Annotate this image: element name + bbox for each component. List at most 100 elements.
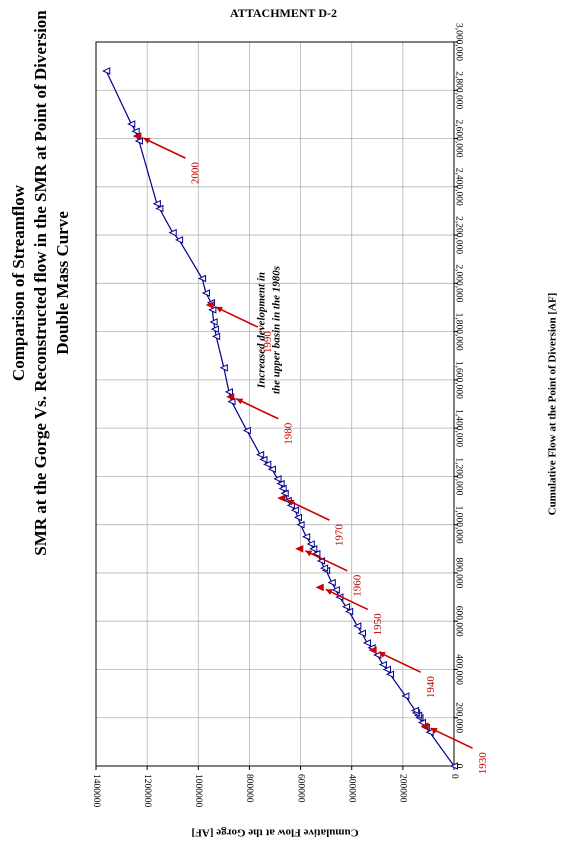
x-tick-label: 2,800,000 bbox=[453, 71, 463, 109]
decade-point bbox=[315, 583, 324, 592]
x-tick-label: 0 bbox=[453, 764, 463, 769]
data-point bbox=[211, 332, 221, 341]
decade-point bbox=[226, 392, 235, 401]
data-point bbox=[296, 520, 305, 529]
x-tick-label: 800,000 bbox=[453, 557, 463, 588]
y-tick-label: 800000 bbox=[244, 774, 254, 803]
decade-label: 1980 bbox=[282, 422, 294, 445]
decade-arrowhead bbox=[305, 550, 313, 557]
decade-arrowhead bbox=[143, 137, 151, 144]
data-point bbox=[155, 204, 164, 213]
decade-arrow bbox=[430, 727, 473, 749]
data-point bbox=[327, 578, 336, 587]
grid bbox=[95, 41, 455, 767]
x-tick-label: 400,000 bbox=[453, 654, 463, 685]
series-line bbox=[105, 70, 455, 767]
data-point bbox=[255, 450, 265, 459]
data-point bbox=[425, 728, 434, 736]
data-point bbox=[209, 318, 218, 326]
plot-frame bbox=[95, 41, 455, 767]
data-point bbox=[449, 762, 458, 770]
decade-label: 1940 bbox=[425, 676, 437, 699]
chart-title-line: Comparison of Streamflow bbox=[9, 184, 28, 381]
data-point bbox=[378, 660, 387, 669]
decade-point bbox=[368, 646, 377, 654]
data-point bbox=[131, 127, 140, 136]
decade-markers: 1930 1940 1950 1960 1970 1980 1990 2000 bbox=[133, 132, 489, 775]
decade-arrow bbox=[378, 651, 422, 673]
x-axis-title: Cumulative Flow at the Point of Diversio… bbox=[547, 293, 559, 516]
y-tick-label: 1000000 bbox=[193, 774, 203, 808]
x-axis-ticks: 0 200,000 400,000 600,000 800,000 1,000,000 1,… bbox=[453, 23, 463, 769]
data-point bbox=[127, 120, 136, 128]
decade-arrowhead bbox=[430, 727, 438, 734]
data-point bbox=[331, 586, 340, 594]
decade-label: 1960 bbox=[351, 574, 363, 597]
data-point bbox=[219, 364, 228, 372]
x-tick-label: 1,000,000 bbox=[453, 506, 463, 544]
data-point bbox=[242, 426, 251, 435]
chart-title-line: SMR at the Gorge Vs. Reconstructed flow … bbox=[31, 10, 50, 556]
y-axis-ticks: 0 200000 400000 600000 800000 1000000 1200000 1… bbox=[91, 766, 459, 808]
data-point bbox=[382, 665, 392, 674]
data-point bbox=[353, 622, 362, 630]
decade-label: 1930 bbox=[477, 752, 489, 775]
data-point bbox=[302, 532, 311, 541]
y-tick-label: 1400000 bbox=[91, 774, 101, 808]
chart-title-line: Double Mass Curve bbox=[53, 211, 72, 355]
y-tick-label: 1200000 bbox=[142, 774, 152, 808]
annotation-line: Increased development in bbox=[256, 272, 268, 389]
data-point bbox=[224, 388, 233, 396]
data-point bbox=[341, 602, 351, 611]
decade-arrowhead bbox=[378, 651, 386, 658]
decade-arrow bbox=[325, 588, 369, 611]
x-tick-label: 2,200,000 bbox=[453, 216, 463, 254]
decade-point bbox=[133, 132, 142, 140]
data-point bbox=[197, 274, 207, 283]
decade-arrow bbox=[235, 398, 279, 420]
data-point bbox=[273, 475, 282, 483]
x-tick-label: 1,600,000 bbox=[453, 361, 463, 399]
data-point bbox=[152, 199, 161, 208]
data-point bbox=[306, 540, 315, 548]
data-point bbox=[357, 629, 366, 638]
x-tick-label: 2,400,000 bbox=[453, 168, 463, 206]
x-tick-label: 600,000 bbox=[453, 606, 463, 637]
data-point bbox=[319, 564, 329, 572]
x-tick-label: 1,200,000 bbox=[453, 457, 463, 495]
y-tick-label: 400000 bbox=[347, 774, 357, 803]
decade-arrow bbox=[287, 499, 330, 521]
data-point bbox=[362, 639, 372, 647]
data-point bbox=[309, 545, 318, 553]
annotation-line: the upper basin in the 1980s bbox=[271, 266, 283, 394]
decade-arrow bbox=[143, 137, 186, 159]
decade-arrowhead bbox=[215, 306, 223, 313]
x-tick-label: 1,800,000 bbox=[453, 313, 463, 351]
data-point bbox=[201, 289, 210, 297]
x-tick-label: 1,400,000 bbox=[453, 409, 463, 447]
y-axis-title: Cumulative Flow at the Gorge [AF] bbox=[191, 826, 358, 838]
data-point bbox=[263, 460, 272, 469]
decade-arrow bbox=[215, 306, 259, 328]
decade-arrowhead bbox=[287, 499, 295, 506]
x-tick-label: 3,000,000 bbox=[453, 23, 463, 61]
data-point bbox=[293, 513, 303, 522]
development-annotation: Increased development in the upper basin … bbox=[256, 266, 283, 394]
decade-point bbox=[205, 301, 214, 309]
decade-label: 1990 bbox=[262, 331, 274, 354]
decade-label: 1950 bbox=[372, 613, 384, 636]
x-tick-label: 2,600,000 bbox=[453, 120, 463, 158]
decade-point bbox=[277, 494, 286, 502]
decade-label: 2000 bbox=[190, 162, 202, 185]
data-point bbox=[267, 465, 276, 473]
y-tick-label: 0 bbox=[449, 774, 459, 779]
x-tick-label: 2,000,000 bbox=[453, 264, 463, 302]
data-point bbox=[208, 306, 217, 314]
data-point bbox=[417, 718, 427, 727]
decade-label: 1970 bbox=[334, 524, 346, 547]
chart-title: Comparison of Streamflow SMR at the Gorge… bbox=[9, 10, 72, 556]
y-tick-label: 600000 bbox=[295, 774, 305, 803]
data-point bbox=[373, 651, 382, 659]
data-point bbox=[102, 67, 111, 75]
